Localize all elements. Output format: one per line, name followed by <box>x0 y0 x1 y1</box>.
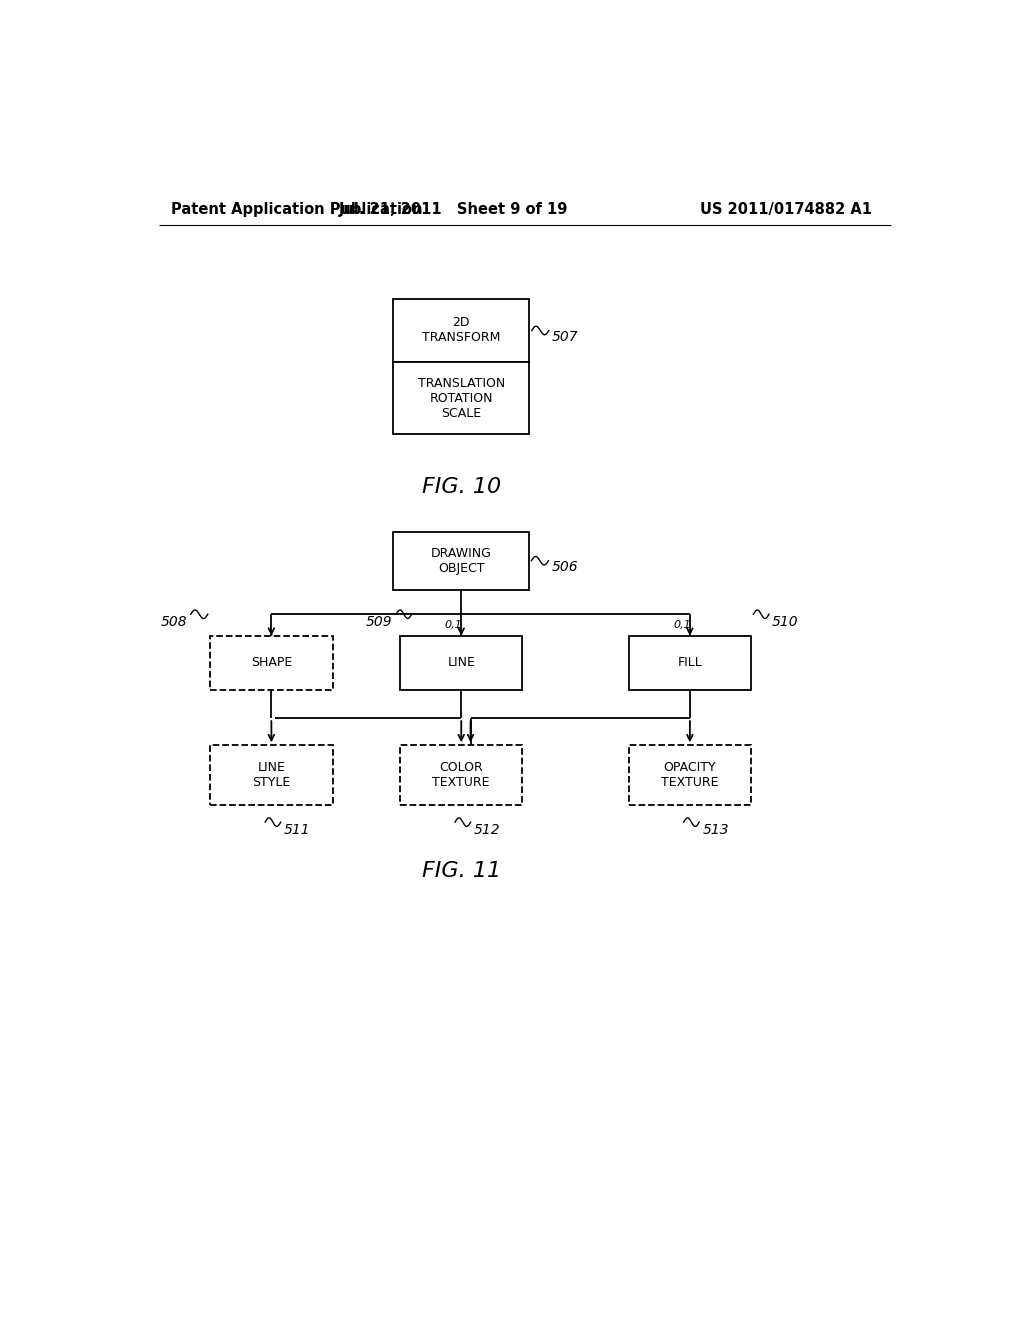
Text: FILL: FILL <box>678 656 702 669</box>
Text: FIG. 11: FIG. 11 <box>422 861 501 880</box>
Bar <box>210 744 333 805</box>
Text: 0,1: 0,1 <box>444 619 463 630</box>
Text: 507: 507 <box>552 330 579 343</box>
Text: 513: 513 <box>702 822 729 837</box>
Text: 2D
TRANSFORM: 2D TRANSFORM <box>422 317 501 345</box>
Text: 508: 508 <box>161 615 187 628</box>
Bar <box>210 636 333 689</box>
Bar <box>393 363 529 434</box>
Bar <box>393 532 529 590</box>
Bar <box>629 636 751 689</box>
Bar <box>629 744 751 805</box>
Text: COLOR
TEXTURE: COLOR TEXTURE <box>432 762 490 789</box>
Text: 512: 512 <box>474 822 501 837</box>
Text: 506: 506 <box>552 560 579 574</box>
Text: OPACITY
TEXTURE: OPACITY TEXTURE <box>662 762 719 789</box>
Text: Jul. 21, 2011   Sheet 9 of 19: Jul. 21, 2011 Sheet 9 of 19 <box>339 202 568 218</box>
Text: DRAWING
OBJECT: DRAWING OBJECT <box>431 546 492 574</box>
Text: LINE
STYLE: LINE STYLE <box>252 762 291 789</box>
Text: 509: 509 <box>366 615 392 628</box>
Text: US 2011/0174882 A1: US 2011/0174882 A1 <box>700 202 872 218</box>
Text: FIG. 10: FIG. 10 <box>422 478 501 498</box>
Text: 511: 511 <box>284 822 310 837</box>
Text: LINE: LINE <box>447 656 475 669</box>
Bar <box>393 298 529 363</box>
Text: TRANSLATION
ROTATION
SCALE: TRANSLATION ROTATION SCALE <box>418 376 505 420</box>
Text: 510: 510 <box>772 615 799 628</box>
Bar <box>400 636 522 689</box>
Text: SHAPE: SHAPE <box>251 656 292 669</box>
Text: Patent Application Publication: Patent Application Publication <box>171 202 422 218</box>
Bar <box>400 744 522 805</box>
Text: 0,1: 0,1 <box>673 619 691 630</box>
